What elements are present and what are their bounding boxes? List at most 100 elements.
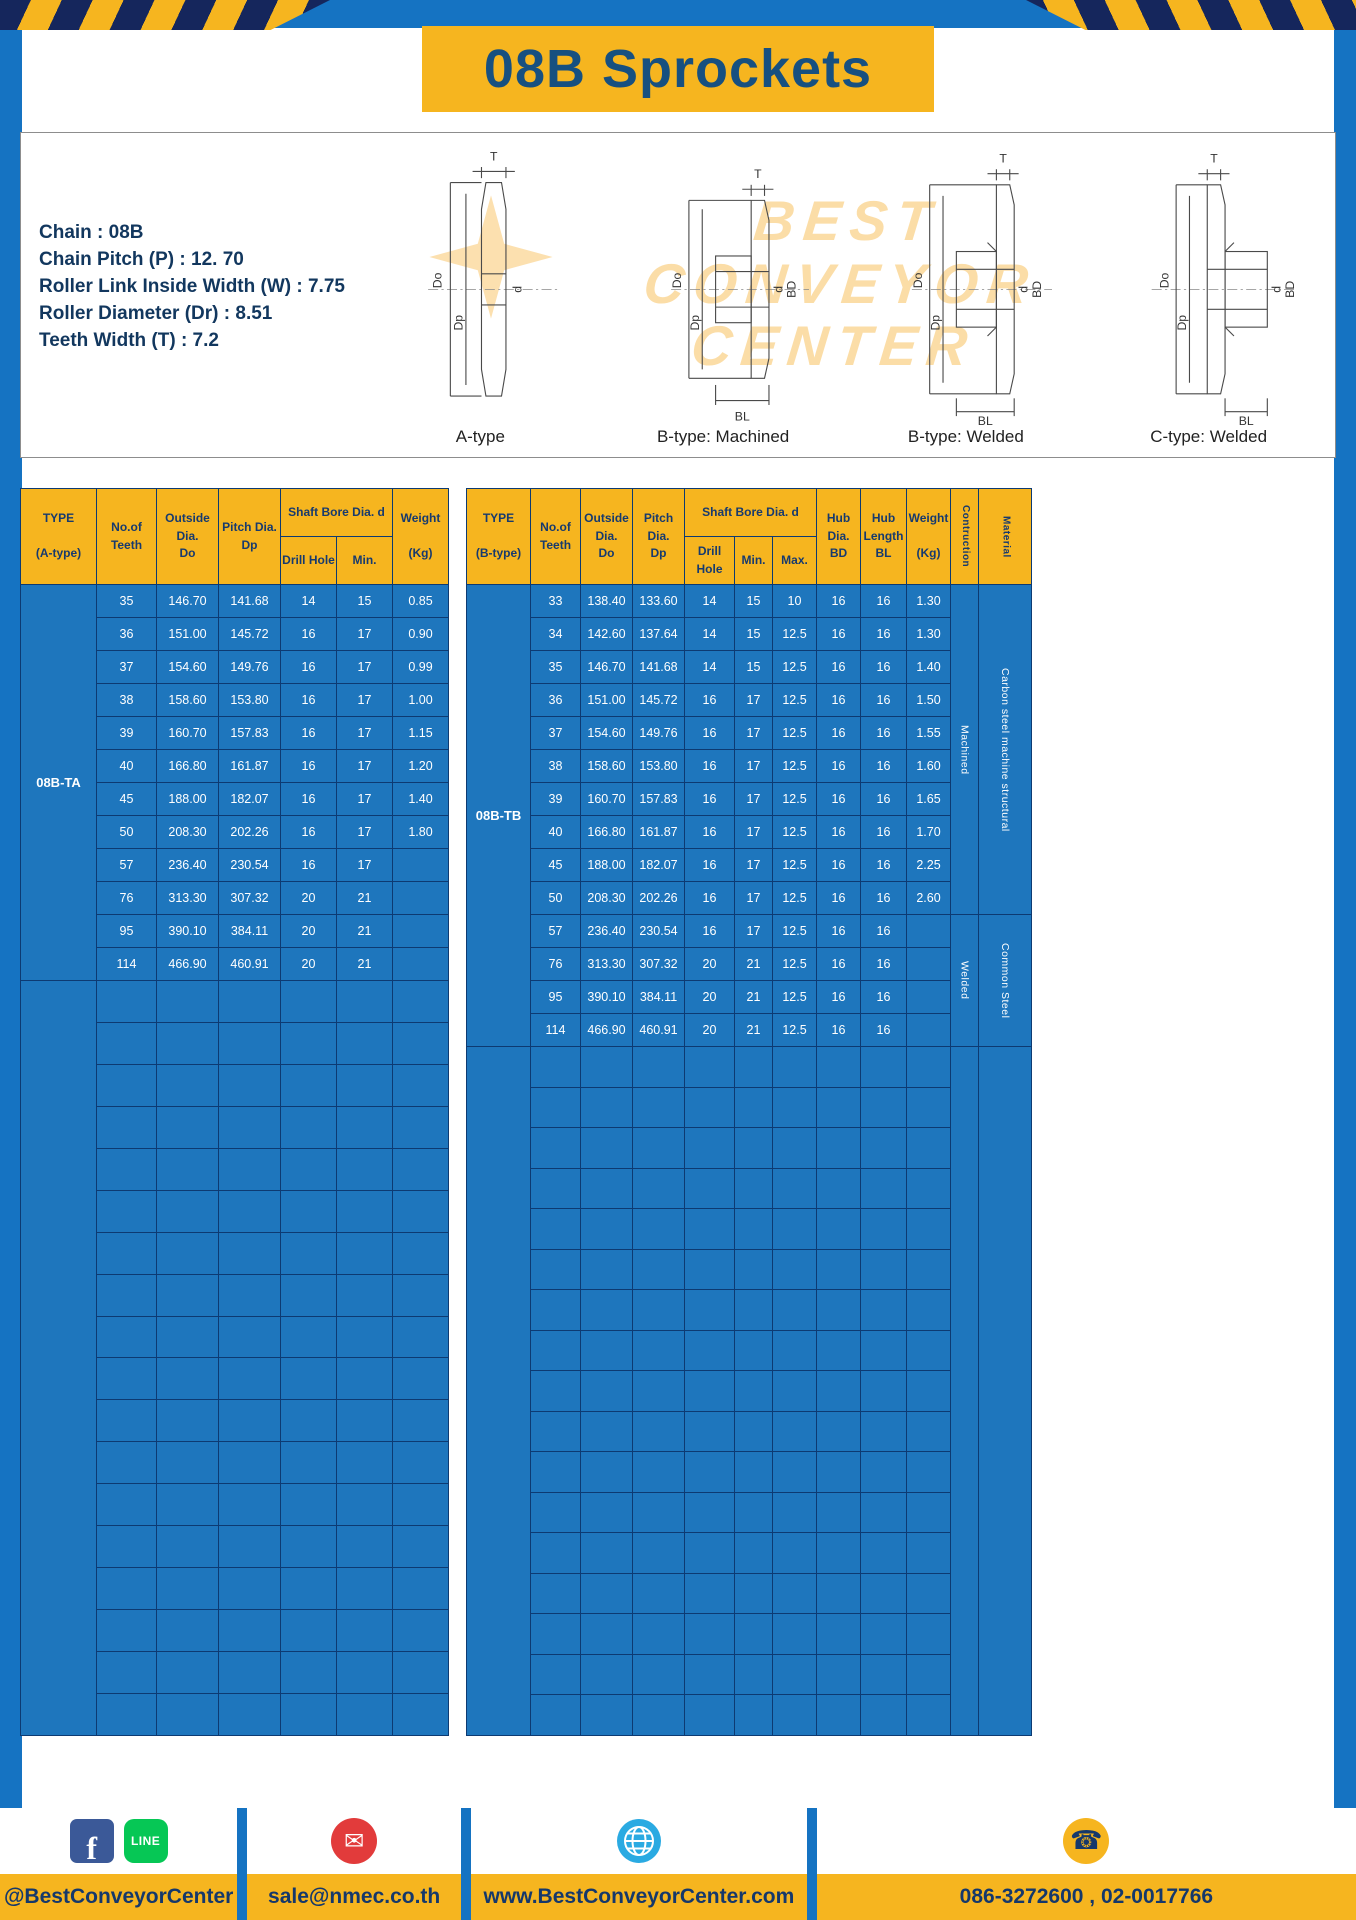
value-cell: 16 [280, 683, 337, 717]
b-type-machined-drawing-icon: T Do Dp d BD BL [670, 167, 809, 424]
table-row: 50 208.30 202.26 16 17 12.5 16 16 2.60 [467, 881, 1032, 915]
empty-cell [156, 1567, 219, 1611]
empty-cell [580, 1046, 633, 1088]
empty-cell [218, 1609, 281, 1652]
empty-cell [96, 1315, 157, 1359]
empty-cell [156, 1105, 219, 1149]
value-cell: 21 [336, 881, 393, 915]
empty-cell [280, 1692, 337, 1737]
value-cell: 16 [280, 782, 337, 816]
empty-row [467, 1653, 1032, 1696]
value-cell: 466.90 [580, 1013, 633, 1047]
empty-cell [860, 1653, 907, 1696]
empty-cell [734, 1613, 773, 1655]
value-cell: 15 [734, 617, 773, 651]
value-cell: 149.76 [218, 650, 281, 684]
empty-cell [632, 1410, 685, 1453]
empty-cell [530, 1046, 581, 1088]
hazard-stripes-left-icon [0, 0, 330, 30]
value-cell: 182.07 [632, 848, 685, 882]
col-header-teeth: No.of Teeth [96, 488, 157, 585]
empty-cell [530, 1613, 581, 1655]
empty-cell [218, 1063, 281, 1107]
value-cell: 1.80 [392, 815, 449, 849]
value-cell: 1.40 [392, 782, 449, 816]
empty-cell [816, 1127, 861, 1169]
empty-cell [684, 1248, 735, 1291]
value-cell: 16 [816, 947, 861, 981]
empty-cell [632, 1289, 685, 1331]
empty-cell [580, 1451, 633, 1493]
empty-cell [392, 1567, 449, 1611]
value-cell: 158.60 [156, 683, 219, 717]
empty-cell [580, 1289, 633, 1331]
col-header-type: TYPE (B-type) [466, 488, 531, 585]
empty-cell [580, 1370, 633, 1412]
empty-cell [96, 1525, 157, 1569]
value-cell: 16 [860, 683, 907, 717]
empty-cell [632, 1613, 685, 1655]
value-cell: 17 [336, 617, 393, 651]
value-cell: 21 [336, 914, 393, 948]
value-cell: 14 [684, 584, 735, 618]
value-cell: 12.5 [772, 947, 817, 981]
value-cell: 313.30 [156, 881, 219, 915]
empty-cell [336, 1399, 393, 1443]
empty-cell [392, 1231, 449, 1275]
empty-cell [218, 1651, 281, 1694]
empty-cell [530, 1208, 581, 1250]
value-cell: 20 [280, 881, 337, 915]
value-cell: 76 [96, 881, 157, 915]
material-cell: Common Steel [978, 914, 1032, 1047]
empty-cell [580, 1329, 633, 1372]
footer-social-handle: @BestConveyorCenter [0, 1874, 238, 1920]
value-cell [392, 848, 449, 882]
empty-cell [580, 1572, 633, 1615]
value-cell: 1.40 [906, 650, 951, 684]
col-header-weight: Weight (Kg) [906, 488, 951, 585]
empty-cell [280, 980, 337, 1023]
value-cell: 17 [336, 650, 393, 684]
value-cell: 16 [280, 650, 337, 684]
empty-cell [96, 1692, 157, 1737]
dim-d-label: d [771, 286, 785, 293]
footer-phone-numbers: 086-3272600 , 02-0017766 [816, 1874, 1356, 1920]
empty-cell [392, 1357, 449, 1401]
empty-cell [530, 1167, 581, 1210]
empty-cell [280, 1021, 337, 1065]
value-cell: 38 [96, 683, 157, 717]
empty-cell [280, 1609, 337, 1652]
value-cell: 145.72 [632, 683, 685, 717]
empty-cell [156, 1525, 219, 1569]
value-cell: 16 [816, 848, 861, 882]
value-cell: 1.30 [906, 584, 951, 618]
value-cell: 95 [530, 980, 581, 1014]
value-cell: 17 [336, 716, 393, 750]
empty-cell [580, 1694, 633, 1736]
empty-row [467, 1694, 1032, 1736]
empty-cell [392, 1315, 449, 1359]
value-cell: 34 [530, 617, 581, 651]
empty-cell [684, 1046, 735, 1088]
empty-cell [632, 1046, 685, 1088]
empty-cell [772, 1694, 817, 1736]
value-cell: 20 [684, 947, 735, 981]
empty-row [21, 1231, 449, 1275]
empty-cell [906, 1532, 951, 1574]
dim-bl-label: BL [1239, 414, 1254, 425]
empty-cell [580, 1167, 633, 1210]
empty-cell [336, 1357, 393, 1401]
facebook-letter: f [86, 1829, 97, 1866]
value-cell: 16 [684, 848, 735, 882]
empty-cell [156, 1021, 219, 1065]
value-cell: 161.87 [632, 815, 685, 849]
value-cell: 50 [96, 815, 157, 849]
value-cell: 17 [734, 749, 773, 783]
value-cell: 17 [734, 683, 773, 717]
empty-cell [734, 1694, 773, 1736]
empty-row [467, 1167, 1032, 1210]
empty-cell [280, 1399, 337, 1443]
value-cell: 17 [336, 749, 393, 783]
value-cell: 10 [772, 584, 817, 618]
table-b-wrapper: TYPE (B-type) No.of Teeth Outside Dia. D… [466, 488, 1032, 1736]
